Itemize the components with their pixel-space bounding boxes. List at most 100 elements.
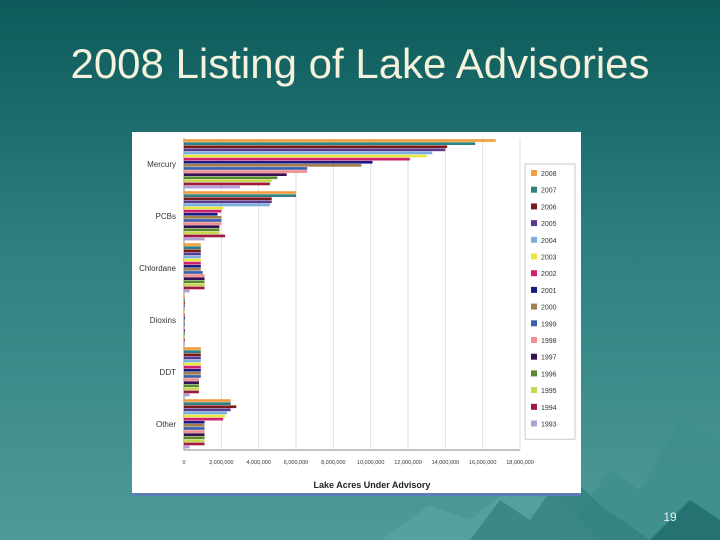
bar-2008-other: [184, 399, 231, 402]
bar-2005-chlordane: [184, 252, 201, 256]
legend-label-2007: 2007: [541, 188, 557, 195]
legend-label-1999: 1999: [541, 321, 557, 328]
legend-swatch-2001: [531, 286, 537, 293]
legend-swatch-1998: [531, 337, 537, 343]
bar-2001-pcbs: [184, 212, 218, 216]
bar-2000-chlordane: [184, 268, 201, 271]
bar-2003-dioxins: [184, 310, 185, 314]
bar-1997-other: [184, 433, 205, 436]
bar-2003-ddt: [184, 362, 201, 366]
category-label: PCBs: [156, 212, 176, 221]
bar-2002-mercury: [184, 157, 410, 161]
bar-2003-chlordane: [184, 258, 201, 262]
bar-2004-mercury: [184, 151, 433, 155]
bar-1995-pcbs: [184, 231, 220, 235]
legend-swatch-1994: [531, 403, 537, 410]
bar-2005-dioxins: [184, 304, 185, 308]
bar-1996-chlordane: [184, 280, 205, 284]
legend-label-2004: 2004: [541, 238, 557, 245]
x-tick-label: 6,000,000: [284, 460, 308, 466]
bar-1999-ddt: [184, 375, 201, 378]
legend-label-2000: 2000: [541, 305, 557, 312]
x-axis-label: Lake Acres Under Advisory: [314, 480, 431, 490]
bar-1995-chlordane: [184, 283, 205, 287]
legend-swatch-1995: [531, 387, 537, 394]
bar-2000-dioxins: [184, 320, 185, 323]
bar-1997-mercury: [184, 173, 287, 176]
legend-swatch-2004: [531, 236, 537, 243]
legend-label-2002: 2002: [541, 271, 557, 278]
legend-label-1996: 1996: [541, 371, 557, 378]
legend-label-1997: 1997: [541, 355, 557, 362]
bar-1993-mercury: [184, 185, 240, 189]
x-tick-label: 12,000,000: [394, 460, 422, 466]
slide-title: 2008 Listing of Lake Advisories: [70, 40, 650, 87]
bar-1998-chlordane: [184, 274, 205, 277]
bar-1995-other: [184, 439, 205, 443]
legend-swatch-1999: [531, 320, 537, 327]
x-tick-label: 8,000,000: [321, 460, 345, 466]
legend-swatch-2005: [531, 220, 537, 227]
bar-2003-mercury: [184, 154, 427, 158]
bar-1996-ddt: [184, 384, 199, 388]
bar-1999-mercury: [184, 167, 308, 170]
bar-2001-mercury: [184, 160, 373, 164]
bar-2006-dioxins: [184, 301, 185, 305]
bar-1999-pcbs: [184, 219, 222, 222]
x-tick-label: 4,000,000: [246, 460, 270, 466]
bar-1994-chlordane: [184, 286, 205, 290]
bar-2005-other: [184, 408, 231, 412]
bar-2007-chlordane: [184, 246, 201, 249]
legend-label-2005: 2005: [541, 221, 557, 228]
category-label: DDT: [160, 368, 177, 377]
bar-2008-chlordane: [184, 243, 201, 246]
bar-1998-ddt: [184, 378, 199, 381]
bar-1994-mercury: [184, 182, 270, 186]
bar-2008-mercury: [184, 139, 496, 142]
bar-2001-other: [184, 420, 205, 424]
bar-1998-dioxins: [184, 326, 185, 329]
bar-2004-pcbs: [184, 203, 270, 207]
bar-1996-mercury: [184, 176, 278, 180]
bar-1996-other: [184, 436, 205, 440]
bar-1998-mercury: [184, 170, 308, 173]
bar-2001-ddt: [184, 368, 201, 372]
legend-label-1994: 1994: [541, 405, 557, 412]
bar-2008-ddt: [184, 347, 201, 350]
legend-swatch-1997: [531, 353, 537, 360]
legend-swatch-2002: [531, 270, 537, 277]
x-tick-label: 10,000,000: [357, 460, 385, 466]
legend-swatch-1993: [531, 420, 537, 427]
category-label: Mercury: [147, 160, 176, 169]
x-tick-label: 2,000,000: [209, 460, 233, 466]
bar-1996-dioxins: [184, 332, 185, 336]
x-tick-label: 0: [182, 460, 185, 466]
bar-2002-dioxins: [184, 313, 185, 317]
bar-1999-other: [184, 427, 205, 430]
legend-label-2008: 2008: [541, 171, 557, 178]
bar-2005-mercury: [184, 148, 446, 152]
legend-swatch-2003: [531, 253, 537, 260]
bar-2006-pcbs: [184, 197, 272, 201]
bar-2007-mercury: [184, 142, 476, 145]
bar-2007-ddt: [184, 350, 201, 353]
bar-1993-other: [184, 445, 190, 449]
bar-2006-mercury: [184, 145, 448, 149]
x-tick-label: 16,000,000: [469, 460, 497, 466]
bar-1995-dioxins: [184, 335, 185, 339]
legend-label-1993: 1993: [541, 422, 557, 429]
bar-2005-pcbs: [184, 200, 272, 204]
legend-swatch-1996: [531, 370, 537, 377]
category-label: Chlordane: [139, 264, 176, 273]
bar-2004-ddt: [184, 359, 201, 363]
legend-swatch-2006: [531, 203, 537, 210]
bar-1998-pcbs: [184, 222, 222, 225]
bar-2000-pcbs: [184, 216, 222, 219]
bar-2006-ddt: [184, 353, 201, 357]
legend-box: [524, 163, 576, 440]
page-number: 19: [663, 510, 677, 524]
bar-2002-pcbs: [184, 209, 222, 213]
bar-1994-other: [184, 442, 205, 446]
legend-swatch-2008: [531, 170, 537, 176]
bar-1996-pcbs: [184, 228, 220, 232]
